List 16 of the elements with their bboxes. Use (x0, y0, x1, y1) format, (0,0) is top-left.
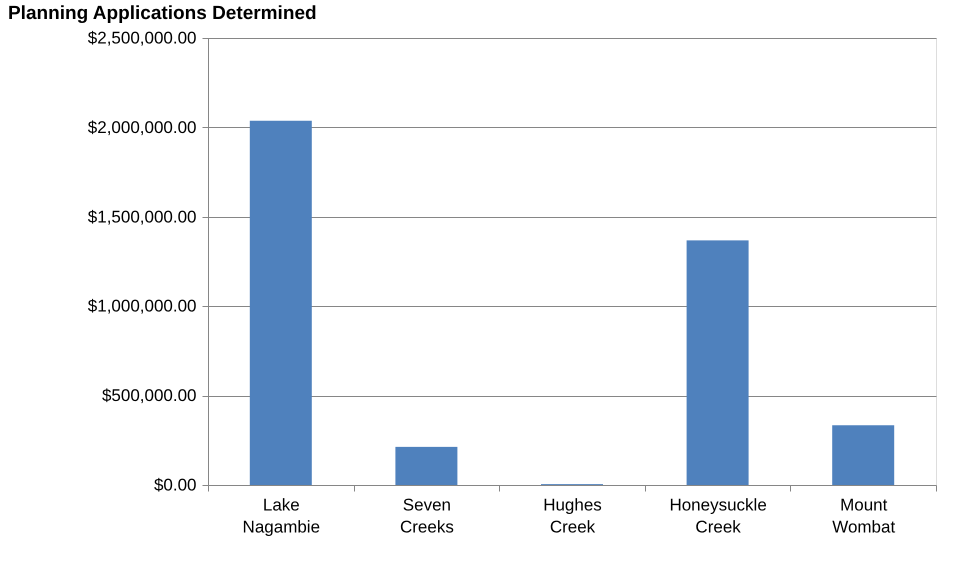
x-tick-label: Honeysuckle Creek (669, 496, 767, 536)
y-tick-label: $1,500,000.00 (88, 207, 196, 226)
x-tick-label: Mount Wombat (832, 496, 896, 536)
x-tick-label: Lake Nagambie (242, 496, 320, 536)
y-tick-label: $1,000,000.00 (88, 296, 196, 316)
y-tick-label: $0.00 (154, 476, 196, 494)
bar (686, 240, 749, 485)
chart-title: Planning Applications Determined (8, 3, 317, 24)
bar (832, 425, 894, 485)
y-tick-label: $2,500,000.00 (88, 28, 196, 48)
bar (395, 446, 458, 485)
x-tick-label: Seven Creeks (400, 496, 454, 536)
x-tick-label: Hughes Creek (543, 496, 602, 536)
y-tick-label: $500,000.00 (102, 386, 196, 406)
bar (250, 120, 312, 485)
y-tick-label: $2,000,000.00 (88, 118, 196, 137)
